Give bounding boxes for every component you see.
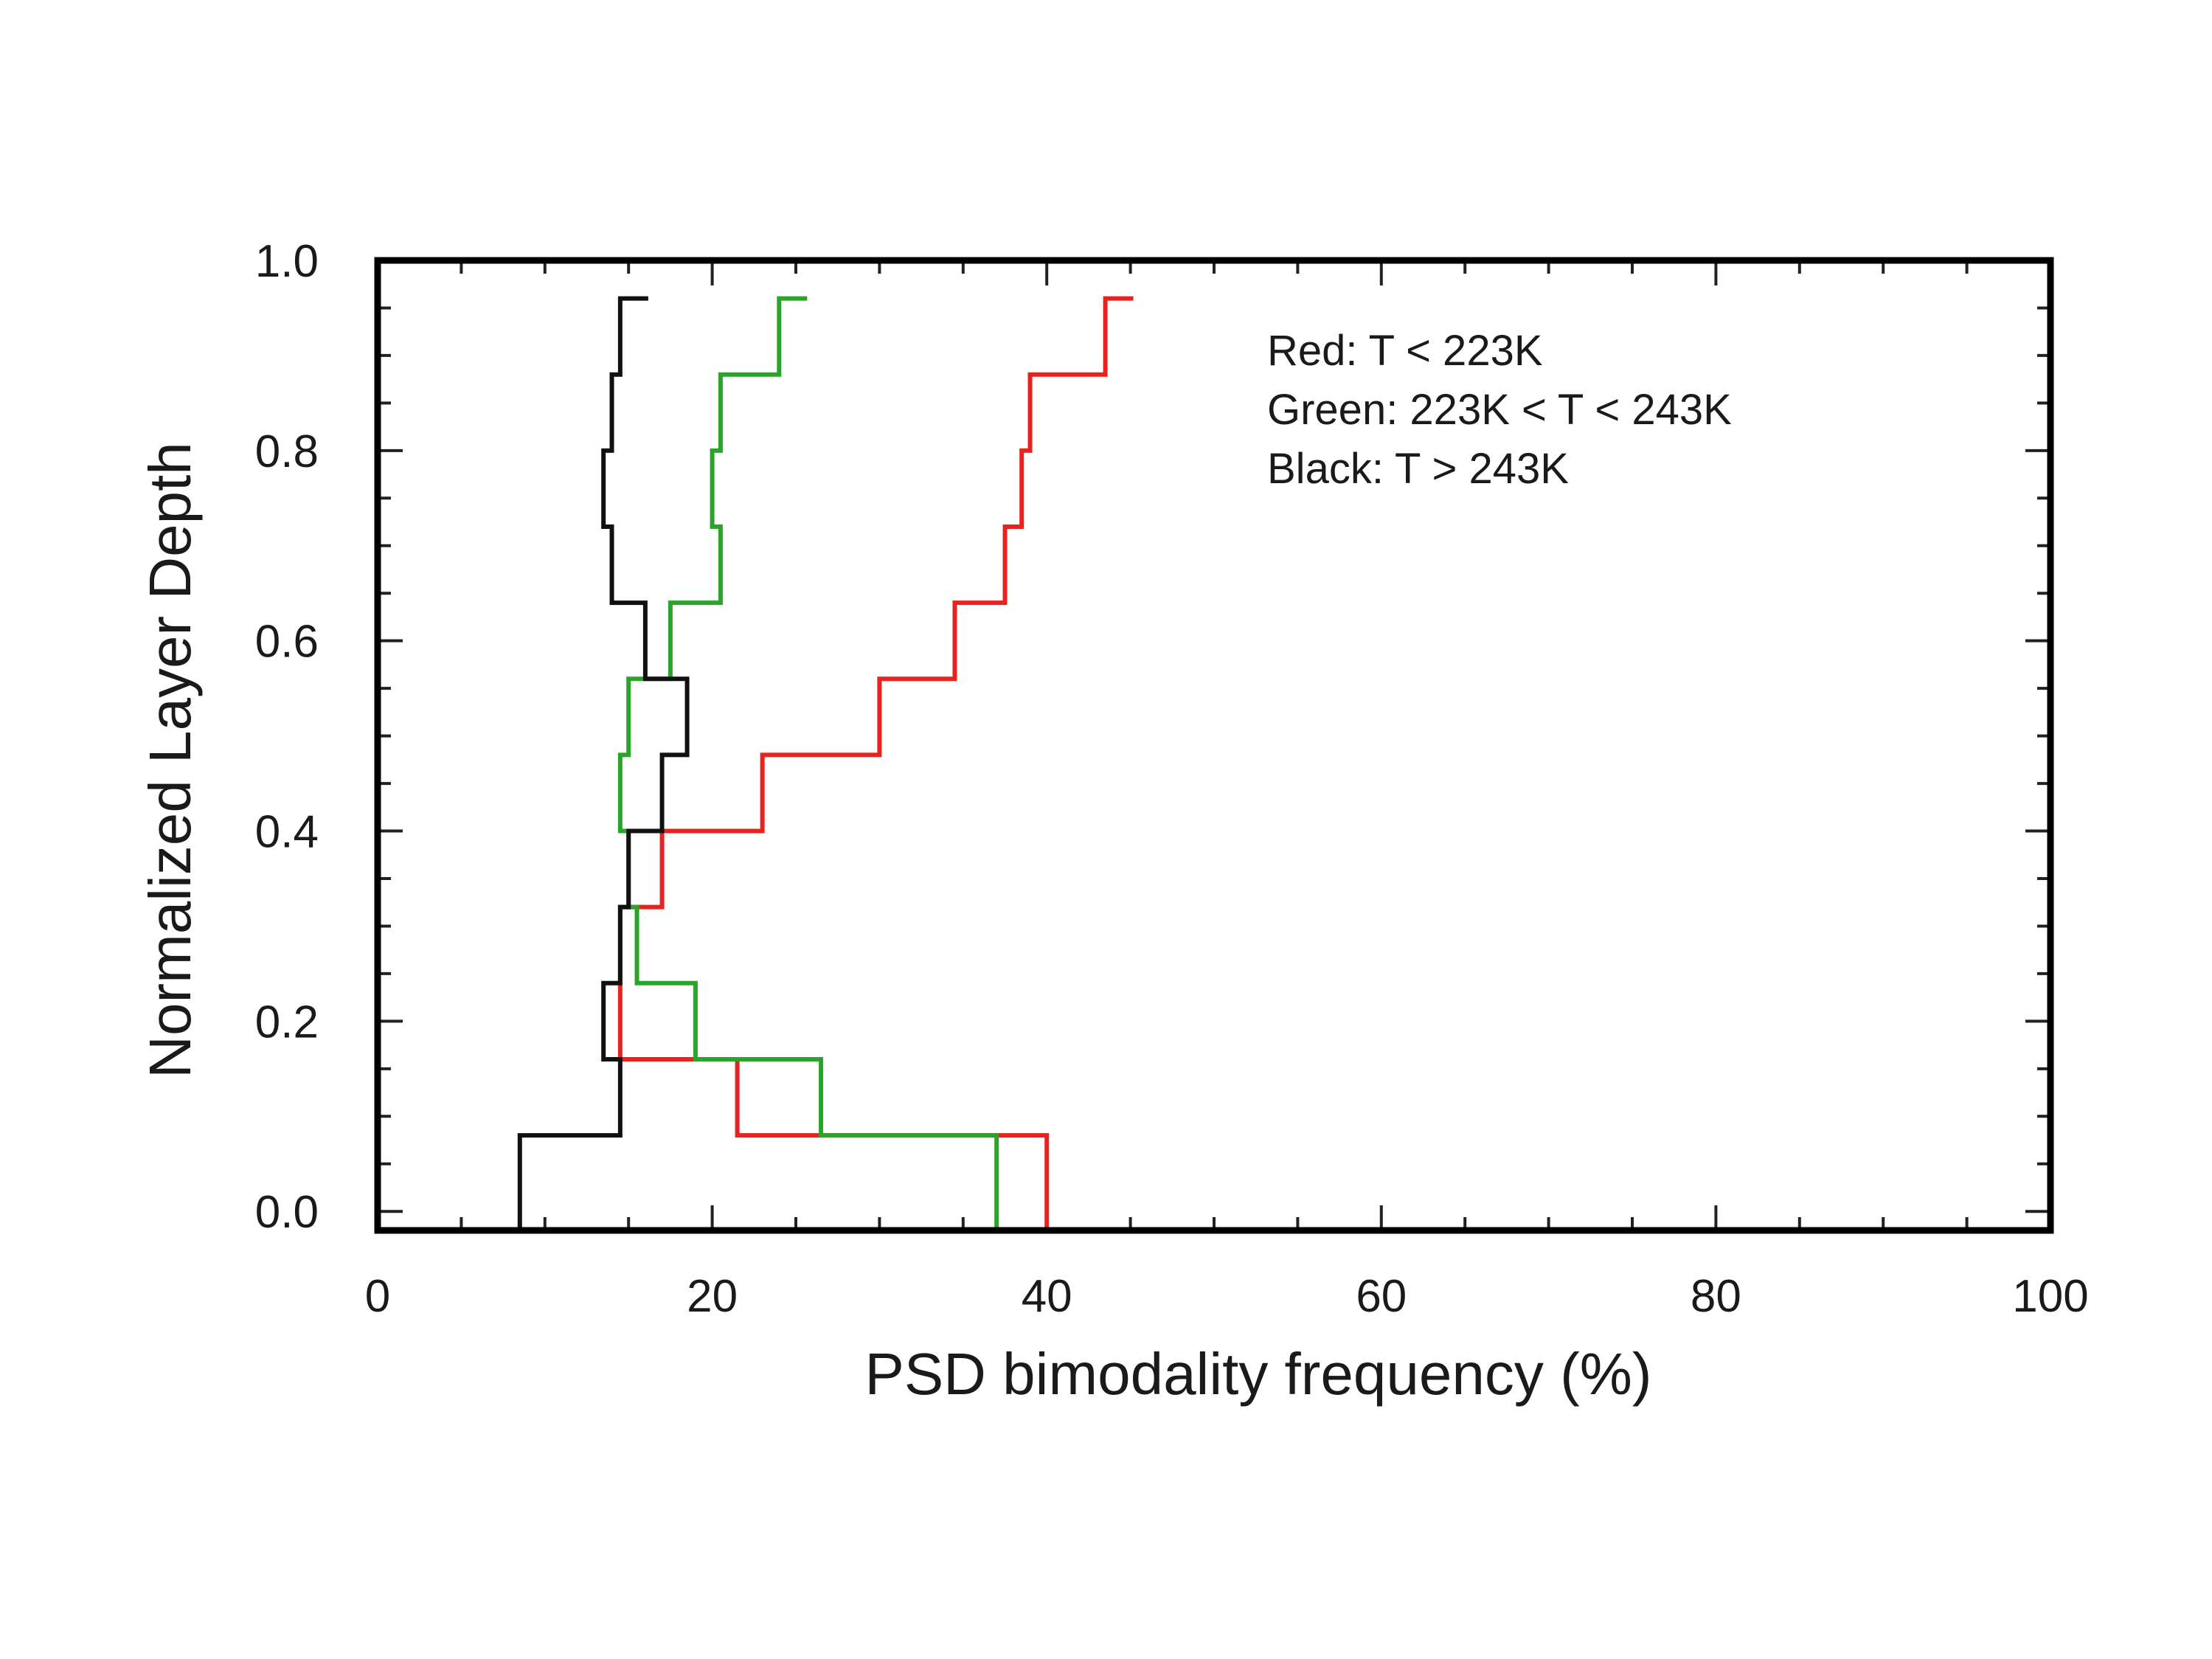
x-tick-labels: 0 20 40 60 80 100 [365, 1271, 2089, 1322]
series-line [617, 296, 1134, 1230]
legend-annotation: Red: T < 223K Green: 223K < T < 243K Bla… [1267, 327, 1732, 493]
y-tick-labels: 0.0 0.2 0.4 0.6 0.8 1.0 [255, 236, 319, 1238]
series-0 [617, 296, 1134, 1230]
y-tick-label: 0.4 [255, 807, 319, 858]
x-tick-label: 60 [1356, 1271, 1407, 1322]
legend-red: Red: T < 223K [1267, 327, 1543, 375]
series-line [617, 296, 999, 1230]
legend-green: Green: 223K < T < 243K [1267, 386, 1732, 434]
x-tick-label: 20 [687, 1271, 738, 1322]
y-tick-label: 0.2 [255, 997, 319, 1047]
series-1 [617, 296, 999, 1230]
y-tick-label: 1.0 [255, 236, 319, 287]
y-tick-label: 0.6 [255, 617, 319, 668]
y-axis-label: Normalized Layer Depth [137, 442, 203, 1078]
x-tick-label: 0 [365, 1271, 390, 1322]
y-tick-label: 0.0 [255, 1187, 319, 1238]
x-tick-label: 40 [1022, 1271, 1072, 1322]
y-tick-label: 0.8 [255, 426, 319, 477]
plot-frame [374, 257, 2054, 1234]
x-tick-label: 80 [1691, 1271, 1741, 1322]
legend-black: Black: T > 243K [1267, 445, 1569, 493]
series-2 [517, 296, 690, 1230]
series-group [517, 296, 1134, 1230]
x-axis-label: PSD bimodality frequency (%) [864, 1341, 1651, 1407]
x-tick-label: 100 [2012, 1271, 2088, 1322]
series-line [517, 296, 690, 1230]
